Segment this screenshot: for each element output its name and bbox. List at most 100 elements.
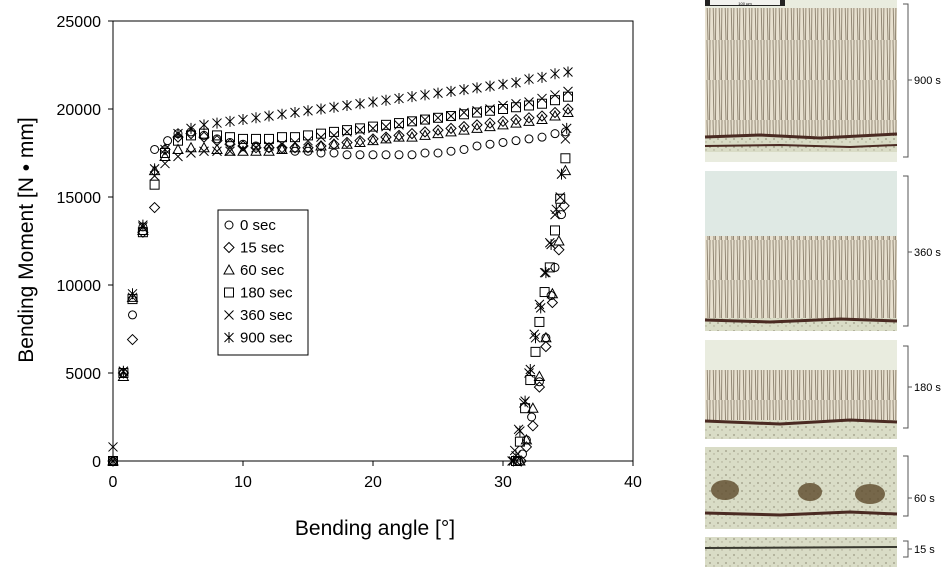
legend-label: 180 sec — [240, 285, 293, 302]
data-point — [432, 127, 444, 139]
data-point — [524, 97, 534, 107]
data-point — [524, 134, 534, 144]
data-point — [237, 140, 249, 152]
plot-marks — [107, 66, 574, 467]
data-point — [527, 402, 539, 413]
data-point — [160, 143, 170, 155]
data-point — [225, 115, 235, 127]
data-point — [355, 98, 365, 110]
data-point — [329, 130, 339, 141]
data-point — [458, 124, 470, 135]
data-point — [497, 118, 509, 130]
data-point — [511, 102, 521, 113]
data-point — [446, 146, 456, 156]
data-point — [560, 127, 570, 137]
data-point — [533, 370, 546, 382]
data-point — [498, 137, 508, 147]
data-point — [328, 138, 340, 150]
data-point — [511, 136, 521, 146]
data-point — [264, 141, 274, 151]
data-point — [530, 346, 541, 357]
data-point — [149, 171, 160, 181]
panel-label-900s: 900 s — [914, 75, 941, 87]
data-point — [264, 110, 274, 122]
data-point — [263, 142, 275, 154]
data-point — [557, 210, 566, 220]
legend-marker — [224, 220, 234, 230]
data-point — [533, 381, 546, 393]
data-point — [527, 420, 539, 432]
data-point — [536, 110, 548, 122]
data-point — [563, 91, 573, 102]
legend: 0 sec 15 sec 60 sec 180 sec 360 sec 900 sec — [217, 209, 309, 356]
data-point — [329, 126, 339, 137]
data-point — [108, 455, 118, 467]
micrograph-360s: 360 s — [704, 171, 941, 331]
data-point — [406, 127, 418, 140]
data-point — [560, 134, 571, 144]
data-point — [150, 144, 160, 154]
micrograph-column: 100 µm 900 s 360 s 180 s 60 s 15 s — [704, 0, 941, 567]
data-point — [159, 150, 171, 162]
data-point — [537, 98, 547, 109]
data-point — [446, 111, 456, 122]
data-point — [199, 119, 209, 131]
data-point — [485, 80, 495, 92]
data-point — [315, 140, 327, 152]
data-point — [524, 73, 534, 85]
data-point — [173, 151, 183, 162]
y-tick-label: 5000 — [65, 366, 101, 383]
data-point — [550, 262, 560, 272]
data-point — [303, 135, 313, 146]
data-point — [160, 158, 170, 169]
panel-label-360s: 360 s — [914, 247, 941, 259]
data-point — [459, 107, 469, 118]
data-point — [407, 91, 417, 103]
data-point — [546, 296, 559, 309]
legend-marker — [224, 310, 234, 320]
legend-marker — [223, 241, 235, 254]
data-point — [163, 136, 173, 146]
data-point — [128, 310, 137, 320]
data-point — [138, 219, 148, 231]
series-900-sec — [108, 66, 573, 467]
data-point — [525, 363, 536, 375]
series-180-sec — [108, 91, 573, 466]
data-point — [551, 203, 562, 215]
data-point — [459, 109, 469, 120]
data-point — [459, 144, 469, 154]
data-point — [511, 98, 521, 109]
data-point — [341, 136, 353, 149]
data-point — [432, 124, 444, 136]
micrograph-15s: 15 s — [704, 537, 935, 567]
data-point — [524, 100, 534, 111]
data-point — [238, 139, 248, 149]
micrograph-60s: 60 s — [704, 447, 935, 529]
data-point — [471, 119, 483, 131]
data-point — [534, 377, 544, 387]
data-point — [341, 138, 353, 149]
data-point — [394, 92, 404, 104]
data-point — [251, 133, 261, 144]
data-point — [316, 103, 326, 115]
data-point — [485, 139, 495, 149]
data-point — [186, 148, 196, 158]
legend-label: 0 sec — [240, 217, 276, 234]
data-point — [563, 66, 573, 78]
data-point — [550, 95, 560, 106]
data-point — [342, 99, 352, 111]
data-point — [433, 87, 443, 99]
data-point — [289, 141, 301, 153]
data-point — [529, 329, 540, 340]
data-point — [354, 136, 366, 147]
data-point — [316, 148, 326, 158]
data-point — [342, 150, 352, 160]
data-point — [367, 133, 379, 145]
data-point — [562, 103, 574, 115]
data-point — [544, 262, 555, 273]
data-point — [290, 107, 300, 119]
data-point — [550, 129, 560, 139]
y-tick-label: 20000 — [57, 102, 102, 119]
legend-marker — [224, 332, 234, 343]
data-point — [534, 316, 545, 327]
